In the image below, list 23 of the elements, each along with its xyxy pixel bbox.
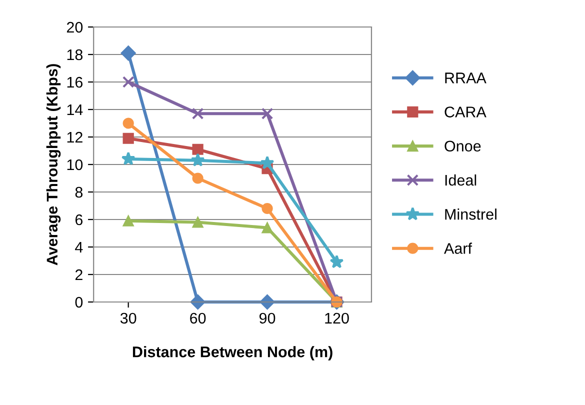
y-tick-label: 0 <box>75 296 83 308</box>
y-tick-label: 20 <box>66 22 83 33</box>
y-tick-label: 12 <box>67 132 82 143</box>
y-tick-label: 14 <box>67 104 83 116</box>
y-tick-label: 16 <box>67 76 83 88</box>
y-tick-label: 6 <box>75 214 83 226</box>
x-axis-title: Distance Between Node (m) <box>132 346 332 360</box>
x-tick-label: 30 <box>120 312 136 324</box>
legend-label: RRAA <box>445 72 486 84</box>
legend-label: Onoe <box>444 140 481 152</box>
x-tick-label: 120 <box>325 312 349 324</box>
y-axis-title: Average Throughput (Kbps) <box>46 64 61 266</box>
y-tick-label: 18 <box>67 49 83 60</box>
legend-label: Minstrel <box>445 208 496 220</box>
legend-label: Aarf <box>444 242 472 254</box>
legend-label: CARA <box>444 106 486 118</box>
legend-label: Ideal <box>445 174 476 186</box>
x-tick-label: 90 <box>259 312 276 324</box>
y-tick-label: 10 <box>67 159 83 170</box>
y-tick-label: 2 <box>75 269 82 280</box>
y-tick-label: 4 <box>75 242 83 253</box>
y-tick-label: 8 <box>75 186 83 198</box>
x-tick-label: 60 <box>190 312 206 324</box>
